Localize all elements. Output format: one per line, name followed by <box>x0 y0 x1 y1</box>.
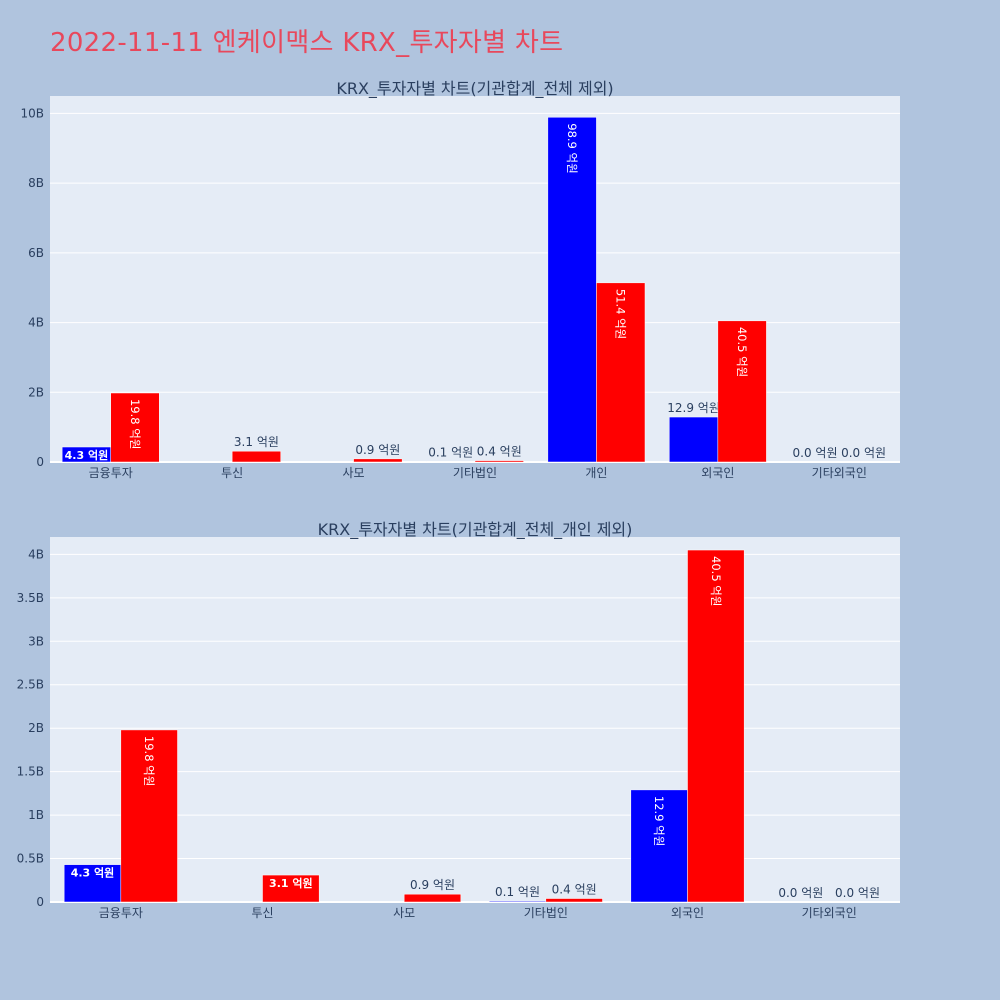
data-label: 19.8 억원 <box>128 399 142 449</box>
bar[interactable] <box>262 874 320 903</box>
x-tick-label: 투신 <box>221 466 243 480</box>
chart-title: KRX_투자자별 차트(기관합계_전체_개인 제외) <box>318 520 633 540</box>
plot-background <box>50 96 900 462</box>
data-label: 0.1 억원 <box>428 446 473 460</box>
x-tick-label: 외국인 <box>701 466 734 480</box>
chart-title: KRX_투자자별 차트(기관합계_전체 제외) <box>336 79 613 99</box>
page-title: 2022-11-11 엔케이맥스 KRX_투자자별 차트 <box>50 28 564 58</box>
data-label: 40.5 억원 <box>735 327 749 377</box>
y-tick-label: 4B <box>28 316 44 330</box>
y-tick-label: 4B <box>28 547 44 561</box>
y-tick-label: 6B <box>28 246 44 260</box>
bar[interactable] <box>110 392 160 463</box>
data-label: 4.3 억원 <box>65 448 109 462</box>
data-label: 40.5 억원 <box>709 556 723 606</box>
bar[interactable] <box>403 893 462 903</box>
bar[interactable] <box>630 789 688 903</box>
bar[interactable] <box>488 900 547 903</box>
bar[interactable] <box>120 729 178 903</box>
x-tick-label: 사모 <box>393 906 415 920</box>
data-label: 98.9 억원 <box>565 123 579 173</box>
data-label: 3.1 억원 <box>234 435 279 449</box>
y-tick-label: 2.5B <box>17 678 44 692</box>
data-label: 4.3 억원 <box>71 866 115 880</box>
bar[interactable] <box>687 549 745 903</box>
x-tick-label: 기타법인 <box>453 466 497 480</box>
data-label: 0.0 억원 <box>793 446 838 460</box>
data-label: 0.0 억원 <box>841 446 886 460</box>
y-tick-label: 10B <box>20 106 44 120</box>
x-tick-label: 기타외국인 <box>802 906 857 920</box>
x-tick-label: 사모 <box>343 466 365 480</box>
data-label: 0.9 억원 <box>410 878 455 892</box>
y-tick-label: 0.5B <box>17 852 44 866</box>
chart-1: 0 2B 4B 6B 8B 10B KRX_투자자별 차트(기관합계_전체 제외) 금융투자 4… <box>20 79 900 480</box>
bar[interactable] <box>547 117 597 463</box>
data-label: 51.4 억원 <box>614 289 628 339</box>
data-label: 12.9 억원 <box>652 796 666 846</box>
chart-2: 0 0.5B 1B 1.5B 2B 2.5B 3B 3.5B 4B KRX_투자자별 차트(기관합… <box>17 520 900 920</box>
x-tick-label: 기타법인 <box>524 906 568 920</box>
y-tick-label: 0 <box>36 895 44 909</box>
bar[interactable] <box>353 458 403 463</box>
x-tick-label: 투신 <box>251 906 273 920</box>
y-tick-label: 1B <box>28 808 44 822</box>
data-label: 19.8 억원 <box>142 736 156 786</box>
data-label: 0.1 억원 <box>495 885 540 899</box>
y-tick-label: 8B <box>28 176 44 190</box>
x-tick-label: 외국인 <box>671 906 704 920</box>
x-tick-label: 기타외국인 <box>812 466 867 480</box>
y-tick-label: 1.5B <box>17 765 44 779</box>
data-label: 3.1 억원 <box>269 876 313 890</box>
bar[interactable] <box>596 282 646 463</box>
bar[interactable] <box>669 416 719 463</box>
data-label: 0.9 억원 <box>355 443 400 457</box>
x-tick-label: 개인 <box>585 466 607 480</box>
y-tick-label: 2B <box>28 721 44 735</box>
x-tick-label: 금융투자 <box>99 906 143 920</box>
data-label: 0.0 억원 <box>778 886 823 900</box>
bar[interactable] <box>545 898 603 903</box>
y-tick-label: 3.5B <box>17 591 44 605</box>
x-tick-label: 금융투자 <box>89 466 133 480</box>
data-label: 0.4 억원 <box>477 445 522 459</box>
data-label: 12.9 억원 <box>667 401 720 415</box>
bar[interactable] <box>231 450 281 463</box>
bar[interactable] <box>717 320 767 463</box>
data-label: 0.4 억원 <box>552 883 597 897</box>
y-tick-label: 3B <box>28 634 44 648</box>
y-tick-label: 0 <box>36 455 44 469</box>
y-tick-label: 2B <box>28 385 44 399</box>
data-label: 0.0 억원 <box>835 886 880 900</box>
bar[interactable] <box>474 460 524 463</box>
